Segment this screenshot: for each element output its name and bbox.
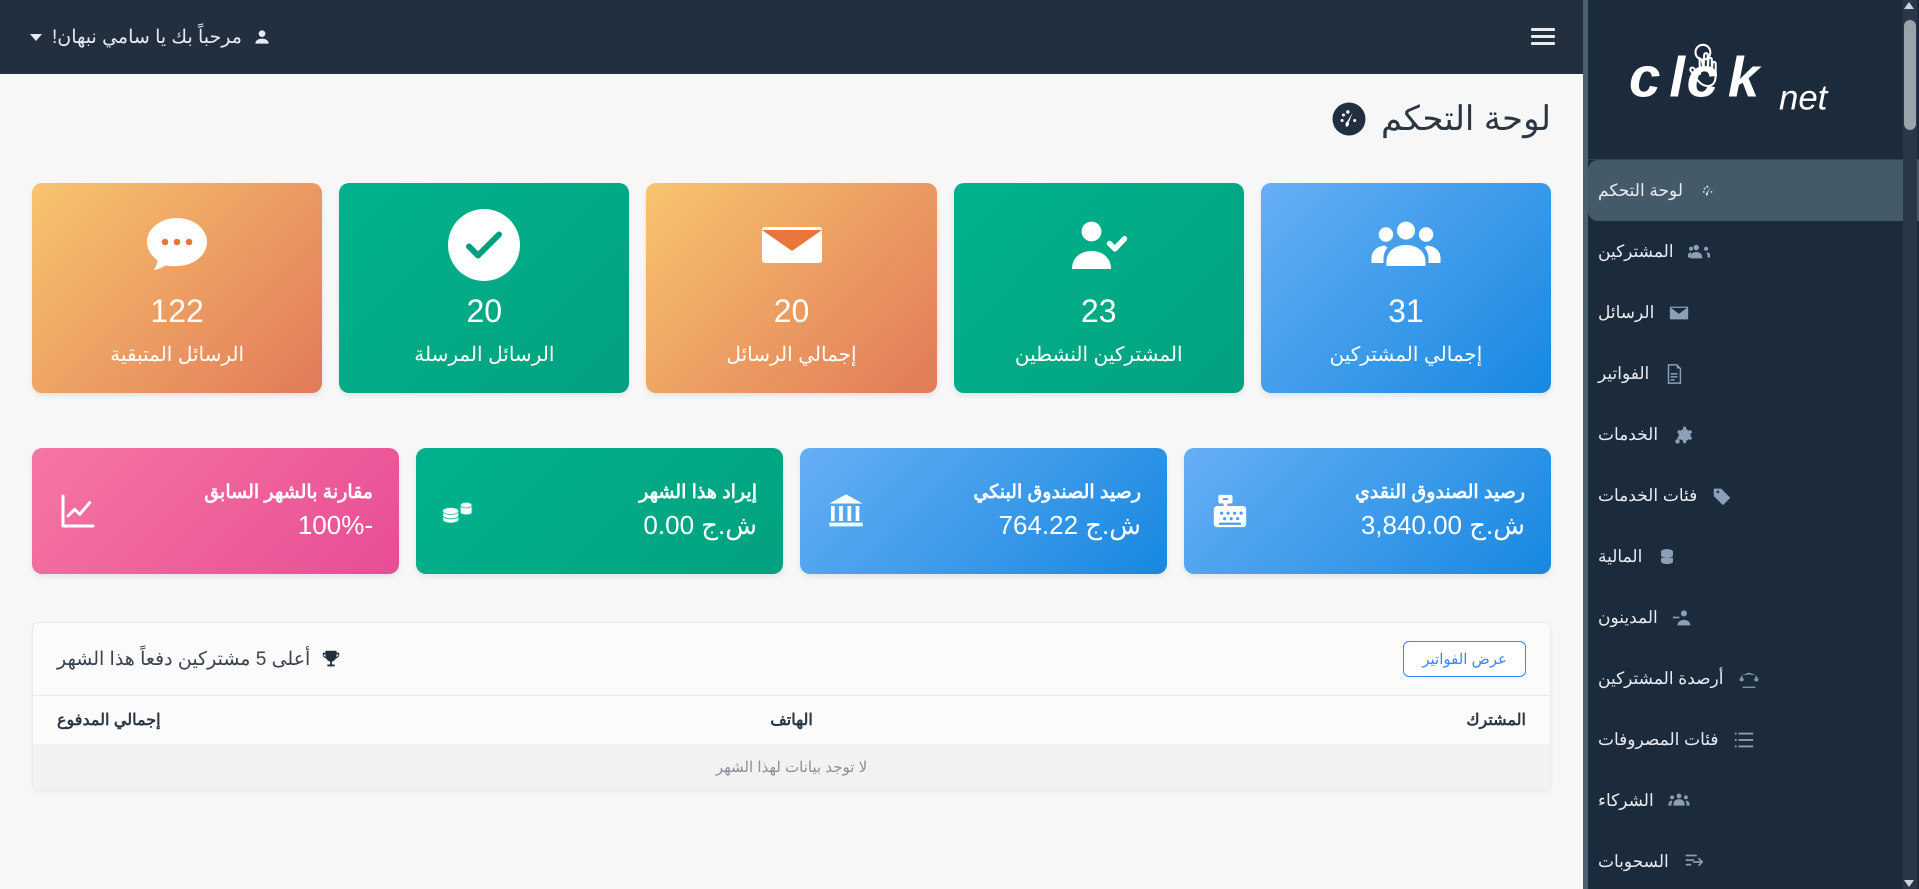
svg-text:c: c	[1629, 45, 1660, 108]
svg-text:net: net	[1779, 79, 1829, 117]
svg-text:l: l	[1669, 45, 1686, 108]
svg-text:k: k	[1727, 45, 1761, 108]
svg-text:c: c	[1686, 45, 1717, 108]
